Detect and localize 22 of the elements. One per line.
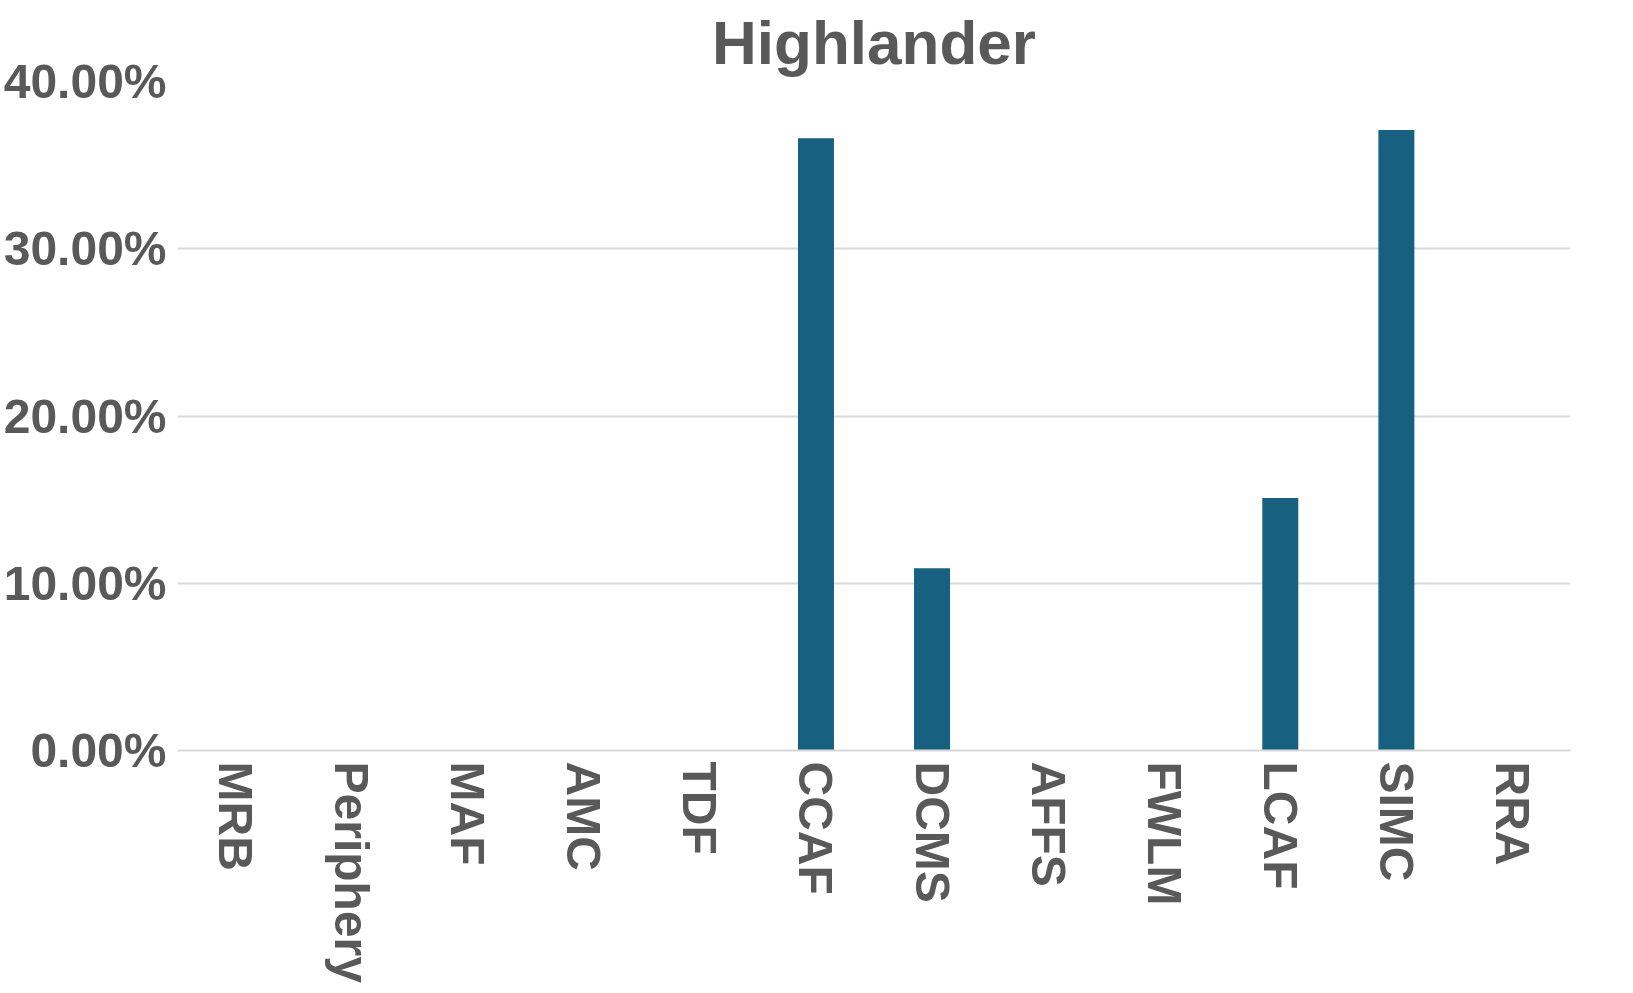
x-tick-label: Periphery (325, 761, 379, 984)
x-tick-label: MAF (441, 761, 495, 866)
bar (1262, 497, 1299, 751)
x-tick-label: DCMS (905, 761, 959, 903)
y-tick-label: 10.00% (3, 556, 167, 610)
bar (797, 138, 834, 751)
x-tick-label: AFFS (1021, 761, 1075, 887)
x-tick-label: CCAF (789, 761, 843, 895)
y-tick-label: 0.00% (30, 724, 167, 777)
x-tick-label: AMC (557, 761, 611, 871)
y-tick-label: 40.00% (3, 55, 167, 108)
chart-title: Highlander (712, 7, 1036, 77)
y-tick-label: 30.00% (3, 222, 167, 276)
x-tick-label: MRB (209, 761, 263, 871)
x-tick-label: SIMC (1369, 761, 1423, 882)
x-tick-label: RRA (1485, 761, 1539, 866)
x-tick-label: LCAF (1253, 761, 1307, 890)
x-tick-label: TDF (673, 761, 727, 855)
bar (914, 568, 951, 751)
x-tick-label: FWLM (1137, 761, 1191, 906)
bar (1378, 130, 1415, 751)
y-tick-label: 20.00% (3, 389, 167, 443)
